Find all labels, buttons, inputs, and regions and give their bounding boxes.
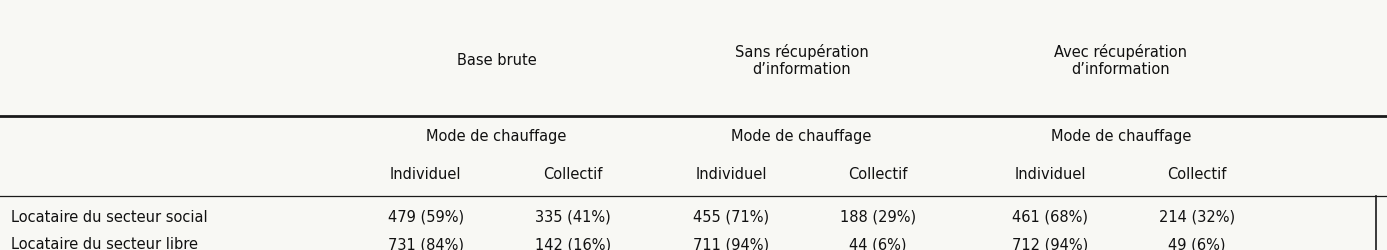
Text: Individuel: Individuel	[390, 166, 462, 181]
Text: Locataire du secteur libre: Locataire du secteur libre	[11, 236, 198, 250]
Text: 142 (16%): 142 (16%)	[535, 236, 610, 250]
Text: Sans récupération
d’information: Sans récupération d’information	[735, 43, 868, 77]
Text: Collectif: Collectif	[544, 166, 602, 181]
Text: Individuel: Individuel	[1014, 166, 1086, 181]
Text: Collectif: Collectif	[849, 166, 907, 181]
Text: 711 (94%): 711 (94%)	[694, 236, 768, 250]
Text: Mode de chauffage: Mode de chauffage	[426, 129, 567, 144]
Text: 461 (68%): 461 (68%)	[1013, 209, 1087, 224]
Text: Mode de chauffage: Mode de chauffage	[1050, 129, 1191, 144]
Text: Mode de chauffage: Mode de chauffage	[731, 129, 872, 144]
Text: Locataire du secteur social: Locataire du secteur social	[11, 209, 208, 224]
Text: Collectif: Collectif	[1168, 166, 1226, 181]
Text: 44 (6%): 44 (6%)	[849, 236, 907, 250]
Text: 188 (29%): 188 (29%)	[841, 209, 915, 224]
Text: Base brute: Base brute	[456, 52, 537, 68]
Text: 455 (71%): 455 (71%)	[694, 209, 768, 224]
Text: 479 (59%): 479 (59%)	[388, 209, 463, 224]
Text: Avec récupération
d’information: Avec récupération d’information	[1054, 43, 1187, 77]
Text: 731 (84%): 731 (84%)	[388, 236, 463, 250]
Text: Individuel: Individuel	[695, 166, 767, 181]
Text: 712 (94%): 712 (94%)	[1013, 236, 1087, 250]
Text: 214 (32%): 214 (32%)	[1160, 209, 1234, 224]
Text: 49 (6%): 49 (6%)	[1168, 236, 1226, 250]
Text: 335 (41%): 335 (41%)	[535, 209, 610, 224]
